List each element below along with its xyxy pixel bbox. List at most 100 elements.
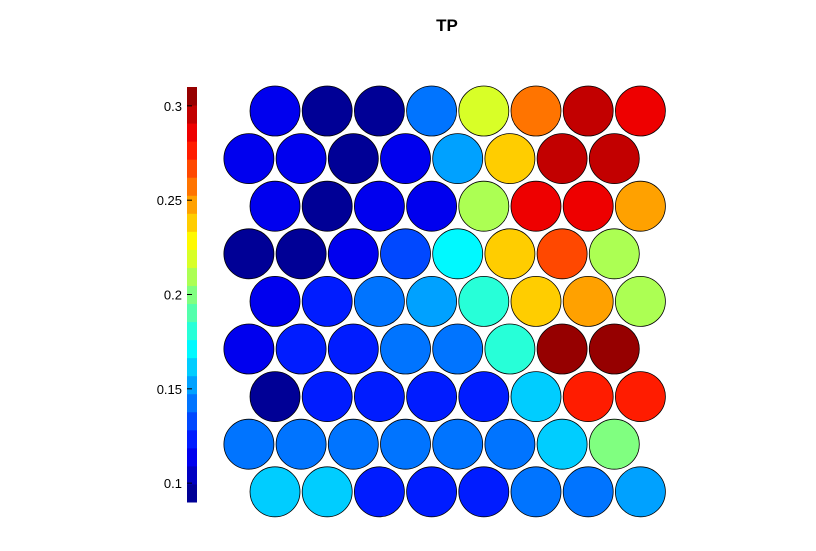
hexagon-cell bbox=[381, 229, 431, 279]
hexagon-cell bbox=[381, 134, 431, 184]
hexagon-cell bbox=[537, 324, 587, 374]
hexagon-cell bbox=[354, 181, 404, 231]
hexagon-cell bbox=[537, 419, 587, 469]
colorbar-ticks: 0.1 0.15 0.2 0.25 0.3 bbox=[157, 99, 192, 491]
hexagon-cell bbox=[276, 134, 326, 184]
hexagon-cell bbox=[276, 419, 326, 469]
hexagon-cell bbox=[589, 229, 639, 279]
colorbar-segment bbox=[187, 267, 197, 286]
hexagon-cell bbox=[511, 276, 561, 326]
colorbar-segment bbox=[187, 358, 197, 377]
hexagon-cell bbox=[302, 86, 352, 136]
colorbar-segment bbox=[187, 231, 197, 250]
hexagon-cell bbox=[537, 134, 587, 184]
hexagon-cell bbox=[407, 181, 457, 231]
colorbar-tick-label: 0.15 bbox=[157, 382, 182, 397]
hexagon-cell bbox=[328, 324, 378, 374]
hexagon-cell bbox=[276, 229, 326, 279]
colorbar-segment bbox=[187, 322, 197, 341]
hexagon-cell bbox=[537, 229, 587, 279]
hexagon-cell bbox=[354, 372, 404, 422]
colorbar-segment bbox=[187, 304, 197, 323]
hexagon-cell bbox=[381, 324, 431, 374]
colorbar-tick-label: 0.25 bbox=[157, 193, 182, 208]
hexagon-cell bbox=[302, 372, 352, 422]
hexagon-cell bbox=[433, 134, 483, 184]
colorbar-segment bbox=[187, 376, 197, 395]
hexagon-cell bbox=[407, 276, 457, 326]
hexagon-cell bbox=[589, 419, 639, 469]
hexagon-cell bbox=[433, 419, 483, 469]
hexagon-cell bbox=[615, 86, 665, 136]
hexagon-cell bbox=[511, 86, 561, 136]
hexagon-cell bbox=[328, 229, 378, 279]
hexagon-cell bbox=[615, 467, 665, 517]
hexagon-cell bbox=[433, 229, 483, 279]
hexagon-cell bbox=[407, 372, 457, 422]
hexagon-cell bbox=[250, 86, 300, 136]
hexagon-cell bbox=[354, 276, 404, 326]
hexagon-cell bbox=[302, 467, 352, 517]
hexagon-cell bbox=[381, 419, 431, 469]
hexagon-cell bbox=[250, 181, 300, 231]
hexagon-cell bbox=[224, 324, 274, 374]
hexagon-cell bbox=[615, 181, 665, 231]
hexagon-cell bbox=[407, 467, 457, 517]
hexagon-cell bbox=[459, 372, 509, 422]
hexagon-cell bbox=[302, 276, 352, 326]
hexagon-cell bbox=[563, 86, 613, 136]
hexagon-cell bbox=[511, 372, 561, 422]
hexagon-cell bbox=[250, 372, 300, 422]
hexagon-cell bbox=[354, 86, 404, 136]
colorbar-segment bbox=[187, 105, 197, 124]
colorbar-segment bbox=[187, 213, 197, 232]
hexagon-cell bbox=[615, 372, 665, 422]
colorbar-segment bbox=[187, 141, 197, 160]
colorbar-segment bbox=[187, 249, 197, 268]
hexagon-cell bbox=[328, 419, 378, 469]
hexagon-cell bbox=[485, 419, 535, 469]
hexagon-cell bbox=[563, 181, 613, 231]
colorbar-segment bbox=[187, 394, 197, 413]
hexagon-cell bbox=[459, 276, 509, 326]
colorbar-segment bbox=[187, 448, 197, 467]
colorbar-segment bbox=[187, 87, 197, 106]
colorbar-segment bbox=[187, 177, 197, 196]
colorbar-tick-label: 0.1 bbox=[164, 476, 182, 491]
colorbar-segment bbox=[187, 195, 197, 214]
hexagon-cell bbox=[250, 276, 300, 326]
colorbar-segment bbox=[187, 123, 197, 142]
hexagon-cell bbox=[224, 229, 274, 279]
hexagon-cell bbox=[563, 372, 613, 422]
hexagon-cell bbox=[407, 86, 457, 136]
hexagon-cell bbox=[354, 467, 404, 517]
hexagon-cell bbox=[563, 467, 613, 517]
hexagon-cell bbox=[224, 419, 274, 469]
hexagon-cell bbox=[485, 134, 535, 184]
hexagon-cell bbox=[250, 467, 300, 517]
colorbar-segment bbox=[187, 466, 197, 485]
hexagon-cell bbox=[459, 86, 509, 136]
hexagon-cell bbox=[589, 324, 639, 374]
colorbar-tick-label: 0.2 bbox=[164, 288, 182, 303]
colorbar-segment bbox=[187, 412, 197, 431]
hexagon-cell bbox=[485, 324, 535, 374]
hexagon-cell bbox=[615, 276, 665, 326]
colorbar-segment bbox=[187, 484, 197, 503]
hexagon-cell bbox=[485, 229, 535, 279]
hexagon-cell bbox=[328, 134, 378, 184]
chart-title: TP bbox=[436, 16, 458, 35]
colorbar-segment bbox=[187, 340, 197, 359]
hexagon-cells bbox=[224, 86, 666, 517]
colorbar-tick-label: 0.3 bbox=[164, 99, 182, 114]
hexagon-cell bbox=[563, 276, 613, 326]
hexagon-cell bbox=[589, 134, 639, 184]
colorbar-segment bbox=[187, 430, 197, 449]
hexagon-cell bbox=[459, 467, 509, 517]
hexagon-cell bbox=[459, 181, 509, 231]
hexagon-cell bbox=[511, 467, 561, 517]
colorbar-segment bbox=[187, 159, 197, 178]
hexagon-cell bbox=[276, 324, 326, 374]
hexagon-cell bbox=[224, 134, 274, 184]
